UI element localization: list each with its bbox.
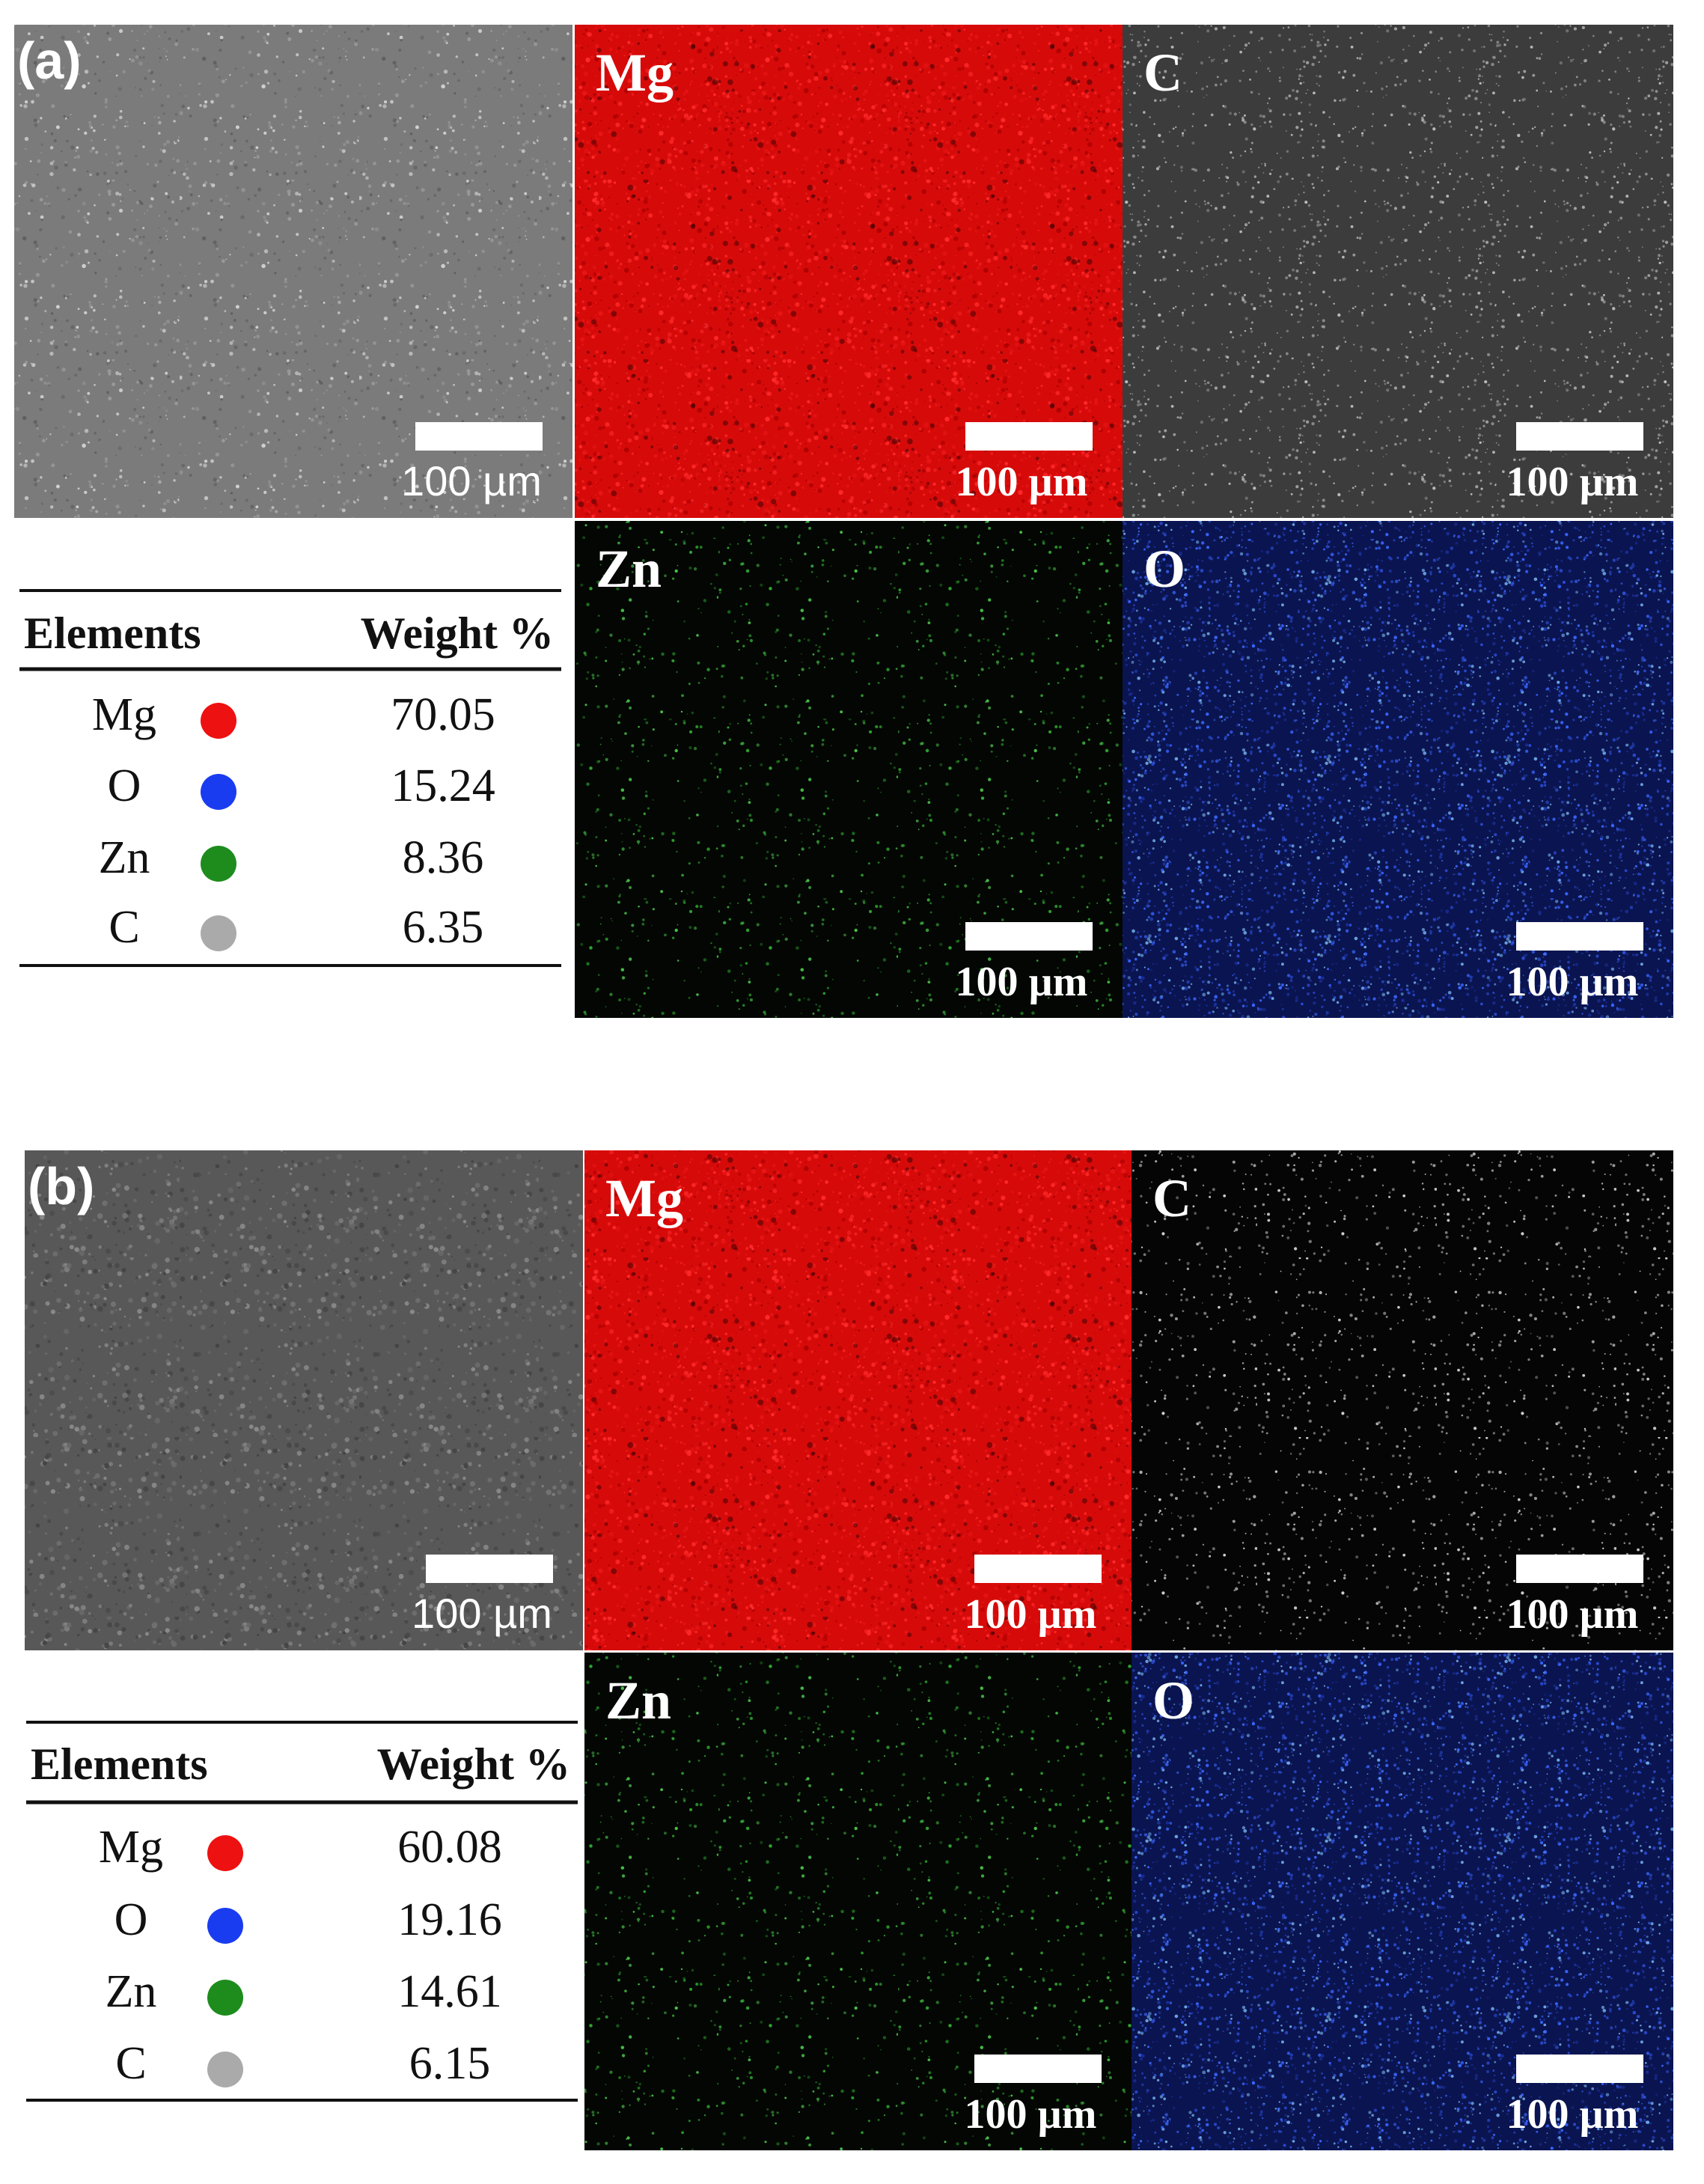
element-name: Zn [106,1966,157,2017]
table-header: Weight % [377,1739,570,1789]
element-name: O [114,1894,148,1945]
scale-bar [974,2055,1102,2083]
scale-label: 100 µm [965,1591,1097,1638]
map-label: Mg [605,1168,683,1228]
element-dot [201,846,236,882]
scale-bar [426,1555,553,1583]
element-dot [201,774,236,810]
element-dot [207,1835,243,1871]
scale-label: 100 µm [412,1590,552,1637]
weight-value: 60.08 [397,1822,502,1873]
weight-value: 6.15 [409,2038,491,2089]
scale-bar [1516,1555,1643,1583]
map-label: C [1152,1168,1191,1228]
scale-label: 100 µm [1506,1591,1639,1638]
map-label: Zn [596,539,662,599]
table-header: Weight % [361,608,554,658]
weight-value: 70.05 [391,689,495,740]
element-name: Mg [92,689,156,740]
scale-bar [965,422,1093,451]
element-name: C [115,2038,146,2089]
element-dot [207,1980,243,2016]
scale-label: 100 µm [965,2091,1097,2138]
scale-label: 100 µm [1506,2091,1639,2138]
scale-label: 100 µm [956,459,1088,505]
scale-label: 100 µm [1506,459,1639,505]
scale-bar [965,922,1093,951]
element-name: Zn [99,832,150,883]
table-header: Elements [24,608,201,658]
element-dot [201,915,236,951]
panel: (b) 100 µm Mg 100 µm C 100 µm Zn 100 µm O 100 µm E… [25,1150,1673,2150]
scale-label: 100 µm [956,959,1088,1005]
element-dot [207,1908,243,1944]
scale-bar [1516,922,1643,951]
map-label: Mg [596,43,674,103]
scale-label: 100 µm [1506,959,1639,1005]
scale-label: 100 µm [401,457,542,504]
table-header: Elements [31,1739,208,1789]
element-name: Mg [99,1822,163,1873]
element-name: O [108,760,141,811]
panel: (a) 100 µm Mg 100 µm C 100 µm Zn 100 µm O 100 µm E… [14,25,1673,1018]
map-label: O [1143,539,1185,599]
scale-bar [415,422,543,451]
element-name: C [109,902,139,953]
weight-value: 8.36 [403,832,484,883]
weight-value: 14.61 [397,1966,502,2017]
map-label: Zn [605,1671,671,1730]
element-dot [207,2052,243,2087]
panel-label: (a) [17,31,82,90]
panel-label: (b) [28,1157,94,1215]
weight-value: 19.16 [397,1894,502,1945]
element-dot [201,703,236,739]
map-label: O [1152,1671,1194,1730]
weight-value: 6.35 [403,902,484,953]
weight-value: 15.24 [391,760,495,811]
scale-bar [974,1555,1102,1583]
scale-bar [1516,422,1643,451]
scale-bar [1516,2055,1643,2083]
map-label: C [1143,43,1182,103]
